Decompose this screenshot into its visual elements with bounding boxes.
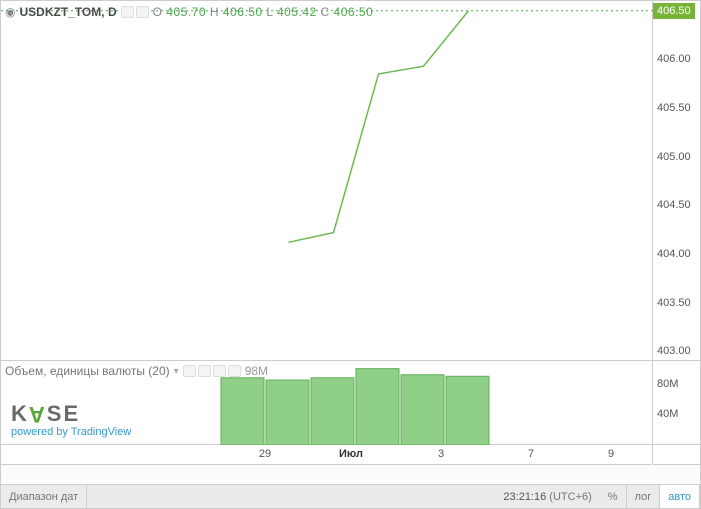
date-range-label: Диапазон дат xyxy=(9,491,78,503)
percent-button[interactable]: % xyxy=(600,485,627,508)
price-ytick: 404.50 xyxy=(657,199,691,211)
percent-label: % xyxy=(608,491,618,503)
clock-tz: (UTC+6) xyxy=(549,491,591,503)
log-label: лог xyxy=(635,491,652,503)
price-ytick: 406.00 xyxy=(657,53,691,65)
volume-param: 20 xyxy=(152,364,165,378)
symbol-ticker: USDKZT_TOM xyxy=(19,5,101,19)
price-ytick: 403.50 xyxy=(657,297,691,309)
symbol-interval: D xyxy=(108,5,117,19)
time-xtick: 7 xyxy=(528,448,534,460)
ohlc-close: 406.50 xyxy=(334,5,374,19)
price-ytick: 405.00 xyxy=(657,151,691,163)
vol-mini-icon-3[interactable] xyxy=(213,365,226,377)
price-plot xyxy=(1,1,654,361)
clock-time: 23:21:16 xyxy=(503,491,546,503)
time-xtick: 9 xyxy=(608,448,614,460)
chart-area: ◉ USDKZT_TOM, D O 405.70 H 406.50 L 405.… xyxy=(1,1,653,464)
y-axis-volume: 40M 80M xyxy=(653,361,700,445)
powered-by[interactable]: powered by TradingView xyxy=(11,426,131,438)
vol-mini-icon-4[interactable] xyxy=(228,365,241,377)
y-axis-price: 403.00 403.50 404.00 404.50 405.00 405.50 406.… xyxy=(653,1,700,361)
ohlc-low: 405.42 xyxy=(277,5,317,19)
ohlc-open: 405.70 xyxy=(166,5,206,19)
y-axis: 403.00 403.50 404.00 404.50 405.00 405.50 406.… xyxy=(653,1,700,464)
volume-title-text: Объем, единицы валюты xyxy=(5,364,145,378)
auto-label: авто xyxy=(668,491,691,503)
vol-mini-icon-1[interactable] xyxy=(183,365,196,377)
mini-icon-2[interactable] xyxy=(136,6,149,18)
bottom-toolbar: Диапазон дат 23:21:16 (UTC+6) % лог авто xyxy=(1,484,700,508)
price-ytick: 404.00 xyxy=(657,248,691,260)
ohlc-readout: O 405.70 H 406.50 L 405.42 C 406.50 xyxy=(153,5,374,19)
volume-pane[interactable]: Объем, единицы валюты (20) ▾ 98M KASE po… xyxy=(1,361,652,445)
auto-button[interactable]: авто xyxy=(660,485,700,508)
price-pane[interactable]: ◉ USDKZT_TOM, D O 405.70 H 406.50 L 405.… xyxy=(1,1,652,361)
visibility-toggle-icon[interactable]: ◉ xyxy=(5,5,15,19)
price-ytick: 405.50 xyxy=(657,102,691,114)
volume-header: Объем, единицы валюты (20) ▾ 98M xyxy=(5,364,268,378)
mini-icon-1[interactable] xyxy=(121,6,134,18)
time-xtick: 29 xyxy=(259,448,271,460)
logo-block: KASE powered by TradingView xyxy=(11,402,131,438)
price-ytick: 403.00 xyxy=(657,345,691,357)
y-axis-spacer xyxy=(653,445,700,465)
volume-last-value: 98M xyxy=(245,364,268,378)
volume-title[interactable]: Объем, единицы валюты (20) xyxy=(5,364,170,378)
volume-ytick: 80M xyxy=(657,378,678,390)
volume-mini-toolbar xyxy=(183,365,241,377)
symbol-header: ◉ USDKZT_TOM, D O 405.70 H 406.50 L 405.… xyxy=(5,5,648,19)
symbol-name[interactable]: USDKZT_TOM, D xyxy=(19,5,116,19)
chevron-down-icon[interactable]: ▾ xyxy=(174,366,179,377)
time-xtick: 3 xyxy=(438,448,444,460)
log-button[interactable]: лог xyxy=(627,485,661,508)
ohlc-high: 406.50 xyxy=(223,5,263,19)
volume-ytick: 40M xyxy=(657,408,678,420)
time-axis[interactable]: 29 Июл 3 7 9 xyxy=(1,445,652,465)
last-price-badge: 406.50 xyxy=(653,3,695,19)
kase-logo: KASE xyxy=(11,402,131,426)
date-range-button[interactable]: Диапазон дат xyxy=(1,485,87,508)
symbol-mini-toolbar xyxy=(121,6,149,18)
time-xtick: Июл xyxy=(339,448,363,460)
vol-mini-icon-2[interactable] xyxy=(198,365,211,377)
timezone-display[interactable]: 23:21:16 (UTC+6) xyxy=(495,491,599,503)
